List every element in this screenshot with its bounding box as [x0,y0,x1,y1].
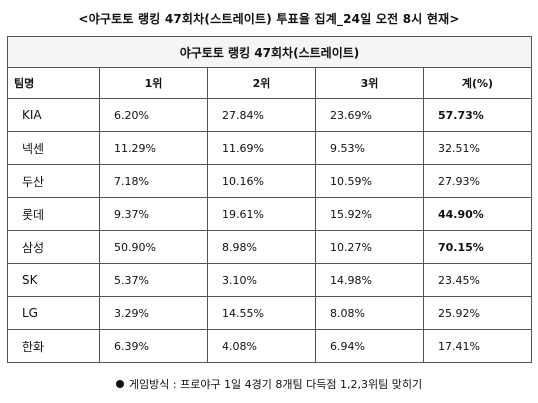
cell-first: 3.29% [99,296,208,330]
cell-second: 11.69% [207,131,316,165]
cell-team: 롯데 [7,197,100,231]
table-row: KIA 6.20% 27.84% 23.69% 57.73% [7,98,532,132]
cell-team: 한화 [7,329,100,363]
footnote: 게임방식 : 프로야구 1일 4경기 8개팀 다득점 1,2,3위팀 맞히기 [0,376,538,392]
cell-third: 8.08% [315,296,424,330]
cell-third: 14.98% [315,263,424,297]
cell-second: 4.08% [207,329,316,363]
cell-second: 27.84% [207,98,316,132]
cell-team: 넥센 [7,131,100,165]
cell-first: 11.29% [99,131,208,165]
table-row: 롯데 9.37% 19.61% 15.92% 44.90% [7,197,532,231]
cell-second: 10.16% [207,164,316,198]
cell-third: 15.92% [315,197,424,231]
table-caption-row: 야구토토 랭킹 47회차(스트레이트) [7,36,532,68]
cell-first: 6.20% [99,98,208,132]
cell-total: 25.92% [423,296,532,330]
bullet-icon [115,380,124,388]
cell-total: 17.41% [423,329,532,363]
cell-second: 19.61% [207,197,316,231]
column-header-first: 1위 [99,67,208,99]
cell-total: 27.93% [423,164,532,198]
table-row: 넥센 11.29% 11.69% 9.53% 32.51% [7,131,532,165]
table-row: 두산 7.18% 10.16% 10.59% 27.93% [7,164,532,198]
cell-first: 9.37% [99,197,208,231]
table-row: SK 5.37% 3.10% 14.98% 23.45% [7,263,532,297]
cell-first: 5.37% [99,263,208,297]
cell-total: 32.51% [423,131,532,165]
table-row: LG 3.29% 14.55% 8.08% 25.92% [7,296,532,330]
cell-third: 9.53% [315,131,424,165]
cell-team: 두산 [7,164,100,198]
cell-second: 14.55% [207,296,316,330]
column-header-total: 계(%) [423,67,532,99]
cell-team: KIA [7,98,100,132]
cell-total: 57.73% [423,98,532,132]
page-title: <야구토토 랭킹 47회차(스트레이트) 투표율 집계_24일 오전 8시 현재… [78,12,460,26]
cell-second: 8.98% [207,230,316,264]
cell-first: 6.39% [99,329,208,363]
cell-total: 44.90% [423,197,532,231]
table-body: KIA 6.20% 27.84% 23.69% 57.73% 넥센 11.29% 11.69%… [7,98,532,363]
cell-second: 3.10% [207,263,316,297]
ranking-table-container: 야구토토 랭킹 47회차(스트레이트) 팀명 1위 2위 3위 계(%) KIA… [7,36,532,363]
cell-third: 10.27% [315,230,424,264]
cell-total: 23.45% [423,263,532,297]
cell-team: 삼성 [7,230,100,264]
cell-first: 7.18% [99,164,208,198]
table-caption: 야구토토 랭킹 47회차(스트레이트) [7,36,532,68]
footnote-text: 게임방식 : 프로야구 1일 4경기 8개팀 다득점 1,2,3위팀 맞히기 [128,378,423,391]
table-header-row: 팀명 1위 2위 3위 계(%) [7,67,532,99]
table-row: 삼성 50.90% 8.98% 10.27% 70.15% [7,230,532,264]
cell-total: 70.15% [423,230,532,264]
cell-third: 23.69% [315,98,424,132]
cell-first: 50.90% [99,230,208,264]
ranking-table: 야구토토 랭킹 47회차(스트레이트) 팀명 1위 2위 3위 계(%) KIA… [7,36,532,363]
cell-third: 10.59% [315,164,424,198]
column-header-second: 2위 [207,67,316,99]
cell-third: 6.94% [315,329,424,363]
column-header-team: 팀명 [7,67,100,99]
cell-team: LG [7,296,100,330]
table-row: 한화 6.39% 4.08% 6.94% 17.41% [7,329,532,363]
column-header-third: 3위 [315,67,424,99]
cell-team: SK [7,263,100,297]
